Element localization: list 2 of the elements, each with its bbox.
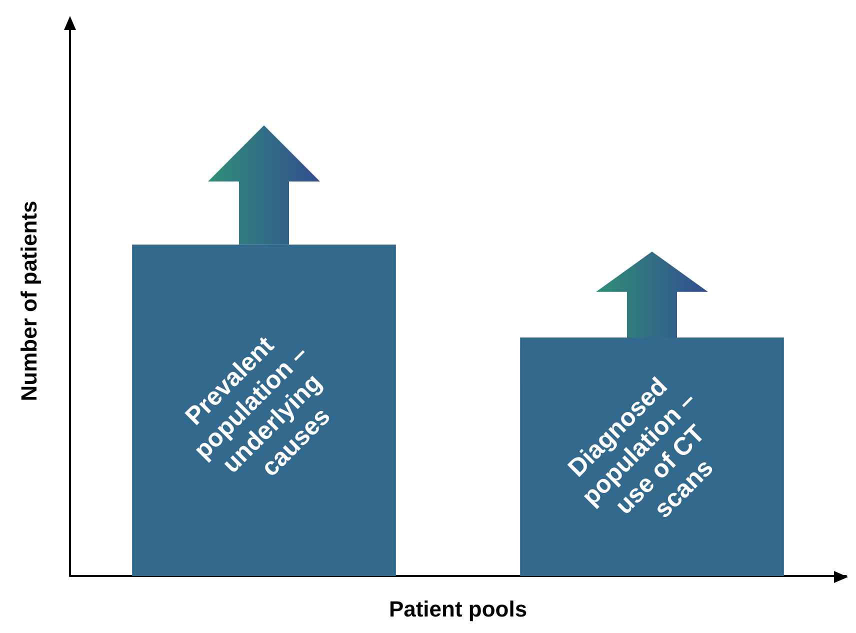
x-axis-title: Patient pools: [388, 596, 528, 622]
y-axis-title: Number of patients: [16, 200, 42, 402]
